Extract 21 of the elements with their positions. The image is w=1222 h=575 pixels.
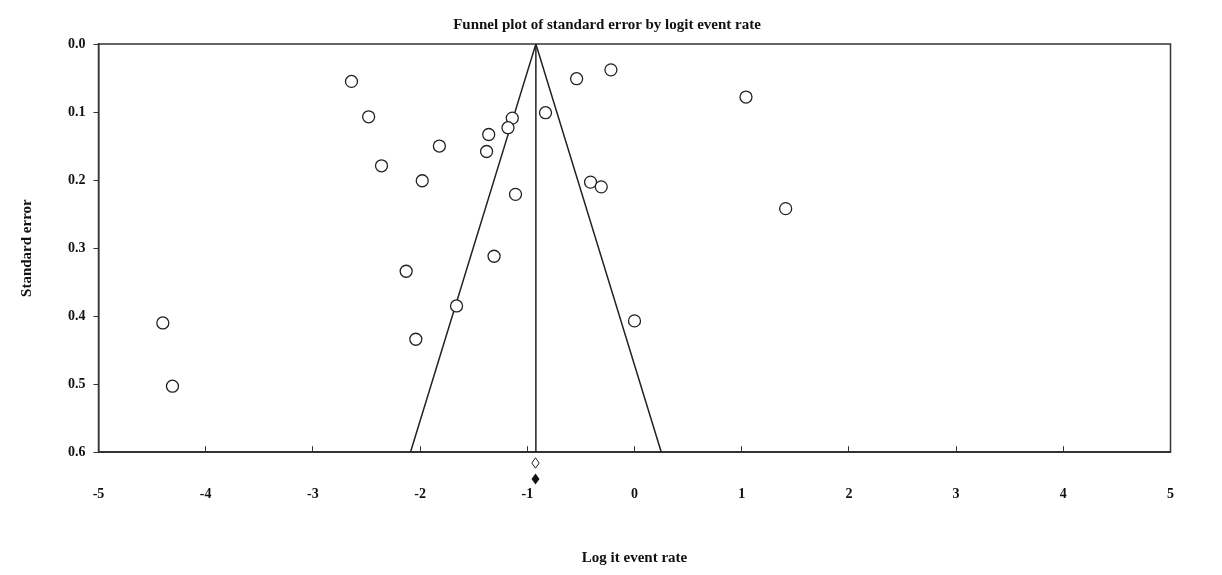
x-tick-label: 1 <box>738 486 746 502</box>
x-tick-label: 0 <box>631 486 638 502</box>
y-tick-label: 0.1 <box>68 103 86 119</box>
x-tick-label: -3 <box>307 486 319 502</box>
chart-title: Funnel plot of standard error by logit event rate <box>453 15 762 32</box>
x-tick-label: -2 <box>414 486 426 502</box>
y-tick-label: 0.2 <box>68 171 86 187</box>
x-tick-label: -1 <box>521 486 534 502</box>
x-tick-label: 2 <box>845 486 853 502</box>
x-tick-label: 5 <box>1167 486 1174 502</box>
x-axis-title: Log it event rate <box>581 548 688 565</box>
y-tick-label: 0.4 <box>68 307 86 323</box>
y-tick-label: 0.5 <box>68 375 86 391</box>
x-tick-label: -4 <box>199 486 212 502</box>
x-tick-label: 3 <box>952 486 960 502</box>
x-tick-label: -5 <box>92 486 105 502</box>
y-tick-label: 0.6 <box>68 443 86 459</box>
x-tick-label: 4 <box>1059 486 1067 502</box>
y-tick-label: 0.3 <box>68 239 86 255</box>
y-tick-label: 0.0 <box>68 35 86 51</box>
y-axis-title: Standard error <box>17 198 34 297</box>
